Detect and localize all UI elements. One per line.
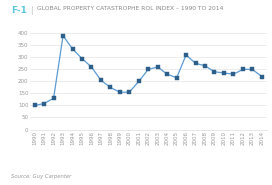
Text: GLOBAL PROPERTY CATASTROPHE ROL INDEX – 1990 TO 2014: GLOBAL PROPERTY CATASTROPHE ROL INDEX – …: [37, 6, 223, 11]
Text: F-1: F-1: [11, 6, 27, 15]
Text: |: |: [31, 6, 34, 15]
Text: Source: Guy Carpenter: Source: Guy Carpenter: [11, 174, 71, 179]
